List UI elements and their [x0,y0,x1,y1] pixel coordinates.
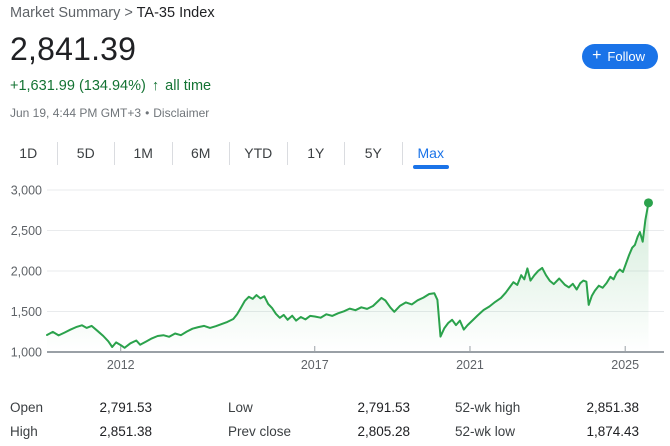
y-axis-label: 1,500 [11,305,42,319]
stat-row: Low 2,791.53 [228,396,410,420]
tab-5d[interactable]: 5D [76,145,95,161]
dot-separator: • [145,106,150,120]
y-axis-label: 2,500 [11,224,42,238]
timestamp-row: Jun 19, 4:44 PM GMT+3 • Disclaimer [10,106,209,120]
tab-divider [114,141,115,165]
price-line [46,201,650,349]
stat-row: Prev close 2,805.28 [228,420,410,444]
stat-value: 2,851.38 [99,424,152,439]
tab-divider [56,141,58,165]
current-price: 2,841.39 [10,31,137,67]
stats-column: Low 2,791.53 Prev close 2,805.28 [228,396,410,444]
breadcrumb-separator: > [120,5,137,21]
stats-table: Open 2,791.53 High 2,851.38 Low 2,791.53 Prev … [0,396,670,446]
tab-1m[interactable]: 1M [133,145,153,161]
timestamp: Jun 19, 4:44 PM GMT+3 [10,106,142,120]
y-axis-label: 1,000 [11,346,42,360]
stat-row: 52-wk high 2,851.38 [455,396,639,420]
stat-label: Open [10,400,44,415]
stat-row: 52-wk low 1,874.43 [455,420,639,444]
tab-divider [286,141,288,165]
tab-6m[interactable]: 6M [191,145,211,161]
change-period: all time [165,78,212,94]
follow-button[interactable]: + Follow [582,44,658,69]
x-axis-label: 2025 [611,358,639,372]
stat-row: High 2,851.38 [10,420,152,444]
plus-icon: + [592,47,602,64]
x-axis-label: 2012 [107,358,135,372]
price-chart[interactable]: 1,000 1,500 2,000 2,500 3,000 2012 2017 2021 202… [0,170,670,382]
x-axis-label: 2021 [456,358,484,372]
range-tabs: 1D 5D 1M 6M YTD 1Y 5Y Max [0,139,460,169]
tab-1d[interactable]: 1D [19,145,38,161]
y-axis-label: 3,000 [11,184,42,198]
tab-5y[interactable]: 5Y [364,145,382,161]
stats-column: Open 2,791.53 High 2,851.38 [10,396,152,444]
stat-value: 2,805.28 [357,424,410,439]
stat-label: Low [228,400,253,415]
tab-divider [229,141,230,165]
x-axis-label: 2017 [301,358,329,372]
stat-value: 1,874.43 [586,424,639,439]
tab-1y[interactable]: 1Y [307,145,325,161]
price-change: +1,631.99 (134.94%) ↑ all time [10,78,211,94]
stat-label: 52-wk high [455,400,521,415]
stats-column: 52-wk high 2,851.38 52-wk low 1,874.43 [455,396,639,444]
stat-value: 2,791.53 [99,400,152,415]
change-value: +1,631.99 (134.94%) [10,78,146,94]
stat-label: High [10,424,38,439]
stat-label: Prev close [228,424,292,439]
up-arrow-icon: ↑ [151,78,160,94]
stat-row: Open 2,791.53 [10,396,152,420]
breadcrumb-current: TA-35 Index [136,5,215,21]
stat-label: 52-wk low [455,424,516,439]
active-tab-underline [412,165,449,169]
y-axis-label: 2,000 [11,265,42,279]
tab-divider [401,141,403,165]
follow-button-label: Follow [607,49,645,64]
tab-divider [171,141,173,165]
disclaimer-link[interactable]: Disclaimer [153,106,210,120]
tab-ytd[interactable]: YTD [244,145,273,161]
tab-max[interactable]: Max [403,139,460,169]
tab-divider [344,141,345,165]
last-price-dot [643,198,653,208]
breadcrumb: Market Summary > TA-35 Index [10,5,215,21]
price-area-fill [47,202,649,352]
chart-svg[interactable]: 1,000 1,500 2,000 2,500 3,000 2012 2017 2021 202… [0,170,670,382]
stat-value: 2,791.53 [357,400,410,415]
stat-value: 2,851.38 [586,400,639,415]
breadcrumb-section: Market Summary [10,5,121,21]
